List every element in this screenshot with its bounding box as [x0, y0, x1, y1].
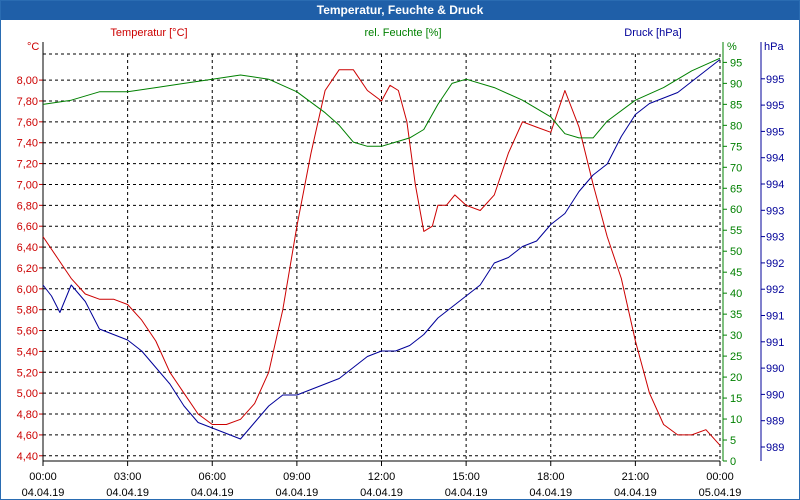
tick-label-pressure: 991 [766, 337, 784, 349]
tick-label-left: 6,40 [17, 242, 38, 254]
tick-label-humidity: 35 [730, 309, 742, 321]
tick-label-humidity: 55 [730, 225, 742, 237]
tick-label-left: 6,80 [17, 200, 38, 212]
legend-humidity: rel. Feuchte [%] [364, 27, 441, 39]
tick-label-pressure: 990 [766, 363, 784, 375]
tick-label-pressure: 989 [766, 442, 784, 454]
tick-label-humidity: 85 [730, 99, 742, 111]
tick-label-humidity: 40 [730, 288, 742, 300]
tick-label-x-time: 09:00 [283, 471, 311, 483]
legend-temperature: Temperatur [°C] [110, 27, 187, 39]
tick-label-x-time: 03:00 [114, 471, 142, 483]
tick-label-x-date: 04.04.19 [191, 487, 234, 499]
tick-label-pressure: 995 [766, 100, 784, 112]
tick-label-x-time: 00:00 [29, 471, 57, 483]
tick-label-left: 4,80 [17, 409, 38, 421]
tick-label-humidity: 10 [730, 414, 742, 426]
tick-label-left: 6,60 [17, 221, 38, 233]
tick-label-left: 7,20 [17, 159, 38, 171]
series-line-pressure [42, 59, 721, 440]
tick-label-left: 5,00 [17, 388, 38, 400]
tick-label-x-time: 00:00 [706, 471, 734, 483]
tick-label-pressure: 991 [766, 311, 784, 323]
tick-label-x-date: 04.04.19 [529, 487, 572, 499]
tick-label-x-date: 05.04.19 [699, 487, 742, 499]
tick-label-pressure: 994 [766, 153, 784, 165]
tick-label-humidity: 80 [730, 120, 742, 132]
tick-label-left: 5,60 [17, 326, 38, 338]
tick-label-x-time: 18:00 [537, 471, 565, 483]
legend-pressure: Druck [hPa] [624, 27, 681, 39]
tick-label-pressure: 993 [766, 205, 784, 217]
tick-label-humidity: 65 [730, 183, 742, 195]
tick-label-humidity: 15 [730, 393, 742, 405]
tick-label-x-time: 21:00 [622, 471, 650, 483]
tick-label-left: 6,00 [17, 284, 38, 296]
tick-label-left: 7,60 [17, 117, 38, 129]
tick-label-left: 8,00 [17, 75, 38, 87]
tick-label-x-time: 15:00 [452, 471, 480, 483]
tick-label-pressure: 995 [766, 126, 784, 138]
tick-label-humidity: 60 [730, 204, 742, 216]
tick-label-humidity: 5 [730, 435, 736, 447]
tick-label-humidity: 45 [730, 267, 742, 279]
tick-label-left: 4,40 [17, 451, 38, 463]
tick-label-humidity: 0 [730, 456, 736, 468]
tick-label-x-date: 04.04.19 [22, 487, 65, 499]
tick-label-left: 6,20 [17, 263, 38, 275]
tick-label-humidity: 70 [730, 162, 742, 174]
tick-label-left: 7,80 [17, 96, 38, 108]
tick-label-x-date: 04.04.19 [614, 487, 657, 499]
tick-label-humidity: 95 [730, 57, 742, 69]
tick-label-left: 7,40 [17, 138, 38, 150]
tick-label-x-date: 04.04.19 [360, 487, 403, 499]
tick-label-pressure: 993 [766, 232, 784, 244]
tick-label-x-date: 04.04.19 [106, 487, 149, 499]
axis-labels: 4,40 4,60 4,80 5,00 5,20 5,40 5,60 5,80 6,00 6,20… [17, 27, 785, 499]
series-lines [42, 57, 721, 446]
grid [42, 53, 721, 461]
tick-label-x-time: 12:00 [368, 471, 396, 483]
tick-label-x-time: 06:00 [198, 471, 226, 483]
tick-label-humidity: 30 [730, 330, 742, 342]
tick-label-pressure: 992 [766, 258, 784, 270]
chart-canvas: 4,40 4,60 4,80 5,00 5,20 5,40 5,60 5,80 6,00 6,20… [17, 27, 785, 499]
tick-label-humidity: 75 [730, 141, 742, 153]
tick-label-x-date: 04.04.19 [275, 487, 318, 499]
tick-label-pressure: 995 [766, 74, 784, 86]
chart-title: Temperatur, Feuchte & Druck [1, 1, 799, 20]
unit-left: °C [27, 41, 39, 53]
tick-label-left: 5,20 [17, 367, 38, 379]
tick-label-pressure: 989 [766, 416, 784, 428]
unit-pressure: hPa [764, 41, 784, 53]
axes [39, 42, 765, 466]
tick-label-x-date: 04.04.19 [445, 487, 488, 499]
tick-label-humidity: 50 [730, 246, 742, 258]
tick-label-left: 4,60 [17, 430, 38, 442]
tick-label-humidity: 25 [730, 351, 742, 363]
tick-label-pressure: 992 [766, 284, 784, 296]
tick-label-humidity: 20 [730, 372, 742, 384]
tick-label-left: 5,40 [17, 346, 38, 358]
series-line-humidity [42, 57, 721, 147]
series-line-temperature [42, 69, 721, 446]
tick-label-left: 5,80 [17, 305, 38, 317]
tick-label-pressure: 994 [766, 179, 784, 191]
tick-label-left: 7,00 [17, 179, 38, 191]
tick-label-humidity: 90 [730, 78, 742, 90]
tick-label-pressure: 990 [766, 389, 784, 401]
unit-humidity: % [727, 41, 737, 53]
